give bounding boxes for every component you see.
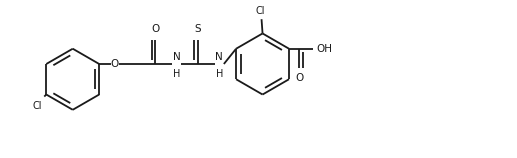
- Text: O: O: [151, 24, 159, 34]
- Text: N: N: [173, 52, 180, 62]
- Text: S: S: [194, 24, 201, 34]
- Text: N: N: [216, 52, 223, 62]
- Text: Cl: Cl: [256, 6, 265, 16]
- Text: H: H: [216, 69, 223, 79]
- Text: Cl: Cl: [33, 101, 42, 111]
- Text: OH: OH: [316, 44, 332, 54]
- Text: O: O: [110, 59, 118, 69]
- Text: O: O: [295, 73, 303, 83]
- Text: H: H: [173, 69, 180, 79]
